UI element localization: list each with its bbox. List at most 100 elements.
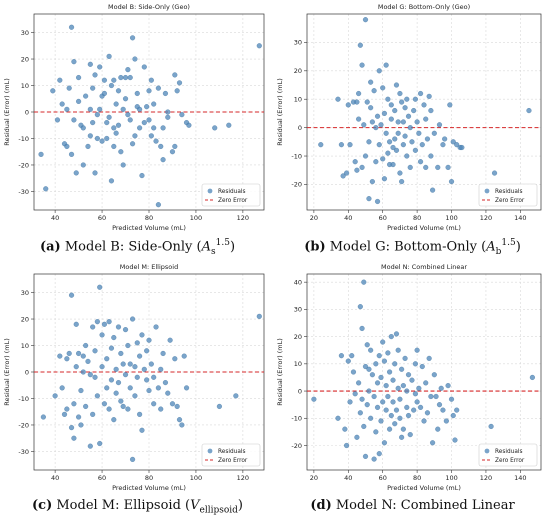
residual-point — [378, 374, 384, 380]
residual-point — [137, 353, 143, 359]
x-tick-label: 80 — [413, 214, 421, 222]
residual-point — [162, 90, 168, 97]
residual-point — [141, 366, 147, 372]
y-axis-label: Residual (Error) (mL) — [276, 78, 284, 146]
caption-sub: ellipsoid — [199, 505, 238, 516]
residual-point — [106, 319, 112, 325]
residual-point — [345, 102, 351, 108]
residual-point — [318, 142, 324, 148]
residual-point — [362, 153, 369, 159]
residual-point — [113, 390, 119, 396]
residual-point — [388, 102, 394, 108]
residual-point — [357, 304, 363, 310]
residual-point — [397, 170, 403, 176]
residual-point — [388, 413, 394, 419]
residual-point — [388, 334, 394, 340]
x-axis-label: Predicted Volume (mL) — [387, 224, 461, 232]
residual-point — [378, 418, 384, 424]
residual-point — [80, 125, 86, 131]
residual-point — [104, 135, 110, 142]
residual-point — [146, 387, 152, 394]
residual-point — [120, 403, 126, 409]
residual-point — [418, 404, 424, 410]
residual-point — [137, 125, 143, 131]
residual-point — [431, 130, 437, 136]
y-axis-label: Residual (Error) (mL) — [276, 338, 284, 406]
residual-point — [450, 413, 456, 419]
legend-label-zero-error: Zero Error — [218, 198, 248, 204]
residual-point — [106, 53, 112, 59]
residual-point — [54, 117, 61, 123]
residual-point — [169, 149, 176, 155]
residual-point — [418, 159, 424, 165]
residual-point — [414, 347, 420, 353]
residual-point — [92, 72, 98, 78]
residual-point — [371, 456, 377, 462]
residual-point — [374, 198, 381, 205]
residual-point — [160, 125, 166, 131]
residual-point — [127, 361, 133, 367]
residual-point — [364, 402, 370, 408]
residual-point — [57, 353, 63, 359]
residual-point — [165, 114, 171, 120]
legend-label-residuals: Residuals — [495, 189, 523, 195]
residual-point — [132, 133, 138, 139]
residual-point — [151, 374, 157, 380]
residual-point — [174, 403, 180, 409]
residual-point — [421, 102, 427, 108]
residual-point — [428, 153, 434, 159]
residual-point — [132, 393, 138, 399]
residual-point — [101, 321, 107, 327]
residual-point — [356, 90, 362, 97]
residual-point — [368, 347, 374, 353]
residual-point — [440, 142, 446, 148]
residual-point — [369, 119, 375, 125]
residual-point — [335, 415, 341, 421]
x-tick-label: 60 — [379, 214, 387, 222]
residual-point — [409, 377, 415, 383]
residual-point — [83, 93, 89, 99]
residual-point — [144, 348, 150, 354]
residual-point — [90, 120, 96, 126]
legend-label-residuals: Residuals — [218, 449, 246, 455]
residual-point — [423, 380, 429, 386]
residual-point — [409, 139, 415, 145]
residual-point — [435, 164, 441, 170]
residual-point — [412, 96, 418, 102]
residual-point — [113, 366, 119, 372]
x-tick-label: 60 — [379, 474, 387, 482]
residual-point — [176, 80, 183, 86]
residual-point — [184, 385, 190, 391]
x-tick-label: 100 — [445, 214, 457, 222]
x-tick-label: 20 — [310, 214, 318, 222]
residual-point — [115, 380, 122, 386]
residual-point — [459, 144, 465, 151]
residual-point — [428, 393, 434, 400]
residual-point — [115, 88, 122, 94]
residual-point — [71, 117, 77, 123]
residual-point — [416, 385, 422, 391]
residual-point — [362, 17, 369, 23]
residual-point — [87, 106, 93, 112]
residual-point — [374, 404, 381, 410]
caption-label: (a) — [39, 239, 61, 255]
residual-point — [139, 173, 145, 179]
residual-point — [94, 112, 100, 118]
residual-point — [165, 390, 171, 396]
residual-point — [97, 440, 103, 447]
residual-point — [61, 411, 68, 417]
residual-point — [139, 427, 145, 433]
plot-frame — [306, 13, 542, 211]
residual-point — [165, 109, 171, 115]
residual-point — [404, 153, 410, 159]
residual-point — [148, 77, 154, 83]
x-tick-label: 20 — [310, 474, 318, 482]
residual-point — [443, 418, 449, 424]
residual-point — [368, 105, 374, 111]
y-tick-label: 30 — [294, 39, 302, 47]
residual-point — [132, 364, 138, 370]
residual-point — [153, 138, 159, 144]
residual-point — [122, 96, 129, 102]
residual-point — [347, 399, 353, 405]
residual-point — [73, 364, 79, 370]
